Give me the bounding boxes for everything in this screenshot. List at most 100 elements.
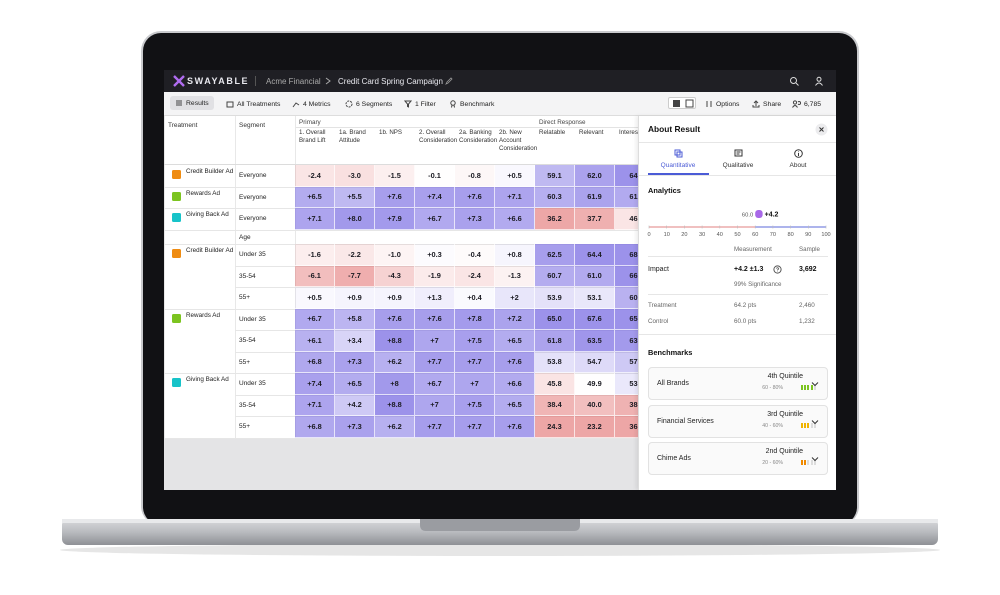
results-tab[interactable]: Results	[170, 96, 214, 110]
metric-cell[interactable]: 63.5	[575, 330, 615, 352]
metric-cell[interactable]: +8.8	[375, 330, 415, 352]
metric-cell[interactable]: +7	[415, 394, 455, 416]
metric-cell[interactable]: +7.7	[455, 351, 495, 373]
metric-cell[interactable]: 53.8	[535, 351, 575, 373]
metric-cell[interactable]: +7.8	[455, 308, 495, 330]
column-header[interactable]: Relevant	[579, 129, 604, 136]
metric-cell[interactable]: +0.8	[495, 244, 535, 266]
respondents[interactable]: 6,785	[792, 98, 821, 110]
metric-cell[interactable]: +7.9	[375, 208, 415, 230]
metric-cell[interactable]: +4.2	[335, 394, 375, 416]
metric-cell[interactable]: 61.9	[575, 186, 615, 208]
metric-cell[interactable]: 60.7	[535, 265, 575, 287]
metric-cell[interactable]: +7.6	[375, 186, 415, 208]
metric-cell[interactable]: +7.4	[295, 373, 335, 395]
metric-cell[interactable]: +6.2	[375, 351, 415, 373]
metric-cell[interactable]: -0.8	[455, 165, 495, 187]
metric-cell[interactable]: -2.4	[295, 165, 335, 187]
metric-cell[interactable]: +2	[495, 287, 535, 309]
close-button[interactable]	[815, 123, 828, 136]
metric-cell[interactable]: 37.7	[575, 208, 615, 230]
segments-button[interactable]: 6 Segments	[345, 98, 392, 110]
metric-cell[interactable]: 38.4	[535, 394, 575, 416]
metric-cell[interactable]: +7.4	[415, 186, 455, 208]
metric-cell[interactable]: +6.6	[495, 373, 535, 395]
metric-cell[interactable]: -2.4	[455, 265, 495, 287]
metric-cell[interactable]: 64.4	[575, 244, 615, 266]
treatments-button[interactable]: All Treatments	[226, 98, 280, 110]
metric-cell[interactable]: 53.9	[535, 287, 575, 309]
logo[interactable]: SWAYABLE	[187, 76, 250, 86]
metric-cell[interactable]: -1.9	[415, 265, 455, 287]
column-header[interactable]: Interes	[619, 129, 638, 136]
user-icon[interactable]	[814, 76, 824, 86]
panel-tab[interactable]: Qualitative	[722, 162, 754, 169]
metric-cell[interactable]: +6.8	[295, 351, 335, 373]
metric-cell[interactable]: +7.7	[415, 416, 455, 438]
metric-cell[interactable]: +7.3	[335, 416, 375, 438]
metric-cell[interactable]: 49.9	[575, 373, 615, 395]
metric-cell[interactable]: +7	[455, 373, 495, 395]
metric-cell[interactable]: 59.1	[535, 165, 575, 187]
metric-cell[interactable]: +6.5	[495, 330, 535, 352]
column-header[interactable]: 2b. New Account Consideration	[499, 129, 538, 152]
metric-cell[interactable]: 61.8	[535, 330, 575, 352]
metric-cell[interactable]: -4.3	[375, 265, 415, 287]
metric-cell[interactable]: +7.3	[335, 351, 375, 373]
metric-cell[interactable]: +7.6	[415, 308, 455, 330]
metric-cell[interactable]: +7.6	[375, 308, 415, 330]
share-button[interactable]: Share	[752, 98, 781, 110]
column-header[interactable]: Relatable	[539, 129, 566, 136]
metric-cell[interactable]: 53.1	[575, 287, 615, 309]
metric-cell[interactable]: +6.5	[295, 186, 335, 208]
metric-cell[interactable]: 61.0	[575, 265, 615, 287]
metric-cell[interactable]: +7.6	[495, 351, 535, 373]
metric-cell[interactable]: +7	[415, 330, 455, 352]
metric-cell[interactable]: 40.0	[575, 394, 615, 416]
metric-cell[interactable]: +3.4	[335, 330, 375, 352]
column-header[interactable]: 2a. Banking Consideration	[459, 129, 498, 144]
metric-cell[interactable]: +8.8	[375, 394, 415, 416]
metric-cell[interactable]: -1.0	[375, 244, 415, 266]
metric-cell[interactable]: +6.7	[415, 208, 455, 230]
metric-cell[interactable]: +7.3	[455, 208, 495, 230]
metric-cell[interactable]: +7.5	[455, 394, 495, 416]
column-header[interactable]: 1a. Brand Attitude	[339, 129, 366, 144]
metric-cell[interactable]: +0.4	[455, 287, 495, 309]
org-link[interactable]: Acme Financial	[266, 77, 321, 86]
metric-cell[interactable]: +7.6	[455, 186, 495, 208]
metric-cell[interactable]: 62.5	[535, 244, 575, 266]
metric-cell[interactable]: 45.8	[535, 373, 575, 395]
metric-cell[interactable]: 65.0	[535, 308, 575, 330]
metric-cell[interactable]: 54.7	[575, 351, 615, 373]
metric-cell[interactable]: -0.4	[455, 244, 495, 266]
metric-cell[interactable]: +0.5	[495, 165, 535, 187]
metric-cell[interactable]: 60.3	[535, 186, 575, 208]
metric-cell[interactable]: +8.0	[335, 208, 375, 230]
view-toggle[interactable]	[668, 97, 696, 109]
panel-tab[interactable]: Quantitative	[660, 162, 696, 169]
metric-cell[interactable]: 62.0	[575, 165, 615, 187]
metric-cell[interactable]: +0.3	[415, 244, 455, 266]
metric-cell[interactable]: +7.1	[495, 186, 535, 208]
benchmark-card[interactable]: Chime Ads 2nd Quintile 20 - 60%	[648, 442, 828, 475]
benchmark-card[interactable]: All Brands 4th Quintile 60 - 80%	[648, 367, 828, 400]
campaign-name[interactable]: Credit Card Spring Campaign	[338, 77, 443, 86]
filter-button[interactable]: 1 Filter	[404, 98, 436, 110]
metric-cell[interactable]: +6.7	[415, 373, 455, 395]
column-header[interactable]: 1. Overall Brand Lift	[299, 129, 326, 144]
metric-cell[interactable]: +7.5	[455, 330, 495, 352]
metric-cell[interactable]: -1.5	[375, 165, 415, 187]
metric-cell[interactable]: +6.5	[495, 394, 535, 416]
metric-cell[interactable]: +7.2	[495, 308, 535, 330]
metric-cell[interactable]: 67.6	[575, 308, 615, 330]
options-button[interactable]: Options	[705, 98, 739, 110]
metric-cell[interactable]: +6.8	[295, 416, 335, 438]
metric-cell[interactable]: -7.7	[335, 265, 375, 287]
metric-cell[interactable]: +8	[375, 373, 415, 395]
column-header[interactable]: 1b. NPS	[379, 129, 403, 136]
benchmark-button[interactable]: Benchmark	[449, 98, 494, 110]
metric-cell[interactable]: +0.9	[375, 287, 415, 309]
metric-cell[interactable]: +0.9	[335, 287, 375, 309]
metric-cell[interactable]: +6.5	[335, 373, 375, 395]
